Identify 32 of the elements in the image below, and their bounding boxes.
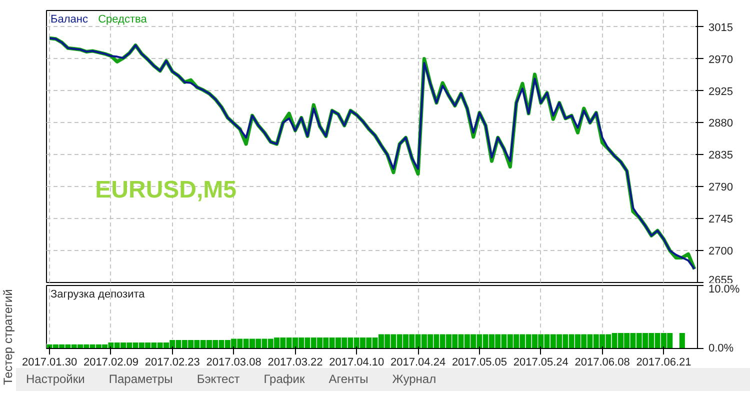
text: Средства xyxy=(98,14,148,26)
annotation: EURUSD,M5 xyxy=(95,176,236,204)
x-tick-label: 2017.05.24 xyxy=(513,356,568,368)
text: Параметры xyxy=(108,372,173,386)
x-tick-label: 2017.01.30 xyxy=(22,356,78,368)
x-tick-label: 2017.06.08 xyxy=(574,356,630,368)
y-tick-label: 2790 xyxy=(708,182,733,194)
x-tick-label: 2017.05.05 xyxy=(452,356,508,368)
x-tick-label: 2017.03.22 xyxy=(268,356,323,368)
y-tick-label: 2970 xyxy=(708,54,733,66)
x-tick-label: 2017.04.10 xyxy=(329,356,384,368)
y-tick-label: 0.0% xyxy=(708,342,734,354)
text: Настройки xyxy=(26,372,85,386)
y-tick-label: 2925 xyxy=(708,86,733,98)
x-tick-label: 2017.02.09 xyxy=(83,356,139,368)
y-tick-label: 2835 xyxy=(708,150,733,162)
x-tick-label: 2017.06.21 xyxy=(636,356,692,368)
chart-title: Загрузка депозита xyxy=(50,288,146,300)
y-tick-label: 10.0% xyxy=(708,284,740,296)
y-tick-label: 2745 xyxy=(708,214,733,226)
y-tick-label: 2880 xyxy=(708,118,733,130)
text: График xyxy=(264,372,305,386)
x-tick-label: 2017.03.08 xyxy=(206,356,262,368)
x-tick-label: 2017.04.24 xyxy=(390,356,446,368)
x-tick-label: 2017.02.23 xyxy=(144,356,200,368)
y-tick-label: 2700 xyxy=(708,246,733,258)
text: Агенты xyxy=(328,372,368,386)
y-tick-label: 3015 xyxy=(708,22,733,34)
series-label: Баланс xyxy=(50,14,88,26)
text: Бэктест xyxy=(196,372,240,386)
text: Журнал xyxy=(392,372,436,386)
text: Тестер стратегий xyxy=(0,288,16,387)
